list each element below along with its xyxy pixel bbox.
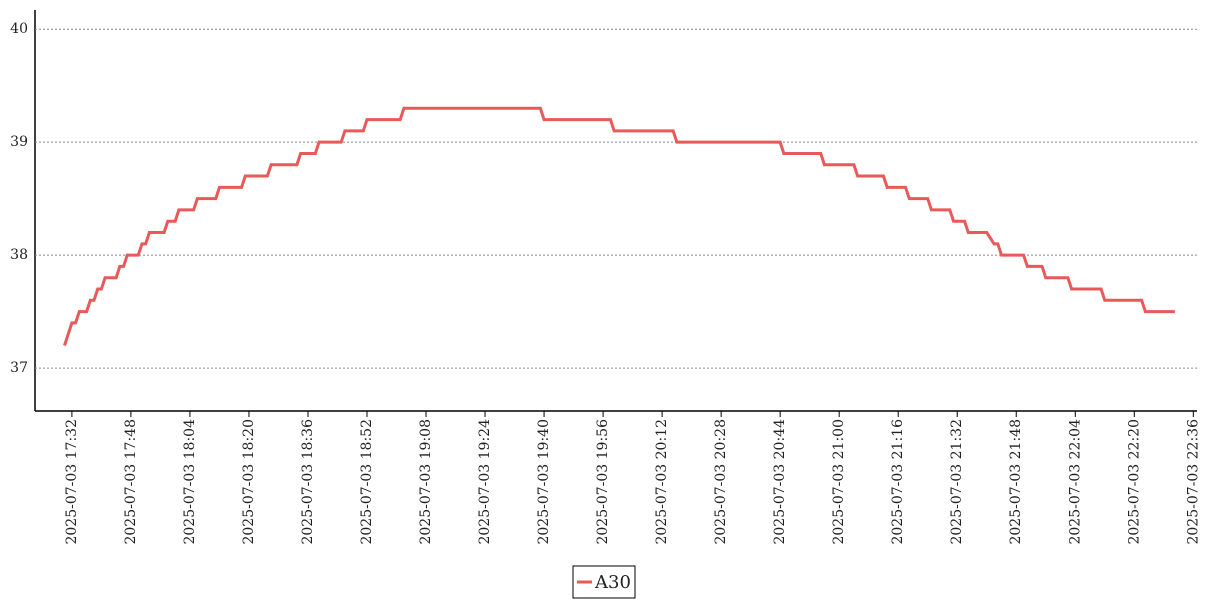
y-tick-label: 38 [10,247,28,263]
x-tick-label: 2025-07-03 17:48 [123,419,139,545]
x-tick-label: 2025-07-03 18:04 [182,419,198,545]
x-tick-label: 2025-07-03 18:52 [359,419,375,545]
x-tick-label: 2025-07-03 22:04 [1067,419,1083,545]
x-tick-label: 2025-07-03 19:56 [595,419,611,545]
x-tick-label: 2025-07-03 21:32 [949,419,965,545]
x-tick-label: 2025-07-03 19:08 [418,419,434,545]
x-tick-label: 2025-07-03 19:24 [477,419,493,545]
x-tick-label: 2025-07-03 20:12 [654,419,670,545]
x-tick-label: 2025-07-03 20:28 [713,419,729,545]
x-tick-label: 2025-07-03 22:36 [1185,419,1201,545]
x-tick-label: 2025-07-03 21:16 [890,419,906,545]
x-tick-label: 2025-07-03 21:00 [831,419,847,545]
x-tick-label: 2025-07-03 20:44 [772,419,788,545]
x-tick-label: 2025-07-03 19:40 [536,419,552,545]
x-tick-label: 2025-07-03 18:20 [241,419,257,545]
x-tick-label: 2025-07-03 21:48 [1008,419,1024,545]
y-tick-label: 40 [10,21,28,37]
y-tick-label: 37 [10,360,28,376]
y-tick-label: 39 [10,134,28,150]
x-tick-label: 2025-07-03 22:20 [1126,419,1142,545]
x-tick-label: 2025-07-03 17:32 [64,419,80,545]
line [63,106,1175,346]
legend-label: A30 [594,572,631,593]
x-tick-label: 2025-07-03 18:36 [300,419,316,545]
